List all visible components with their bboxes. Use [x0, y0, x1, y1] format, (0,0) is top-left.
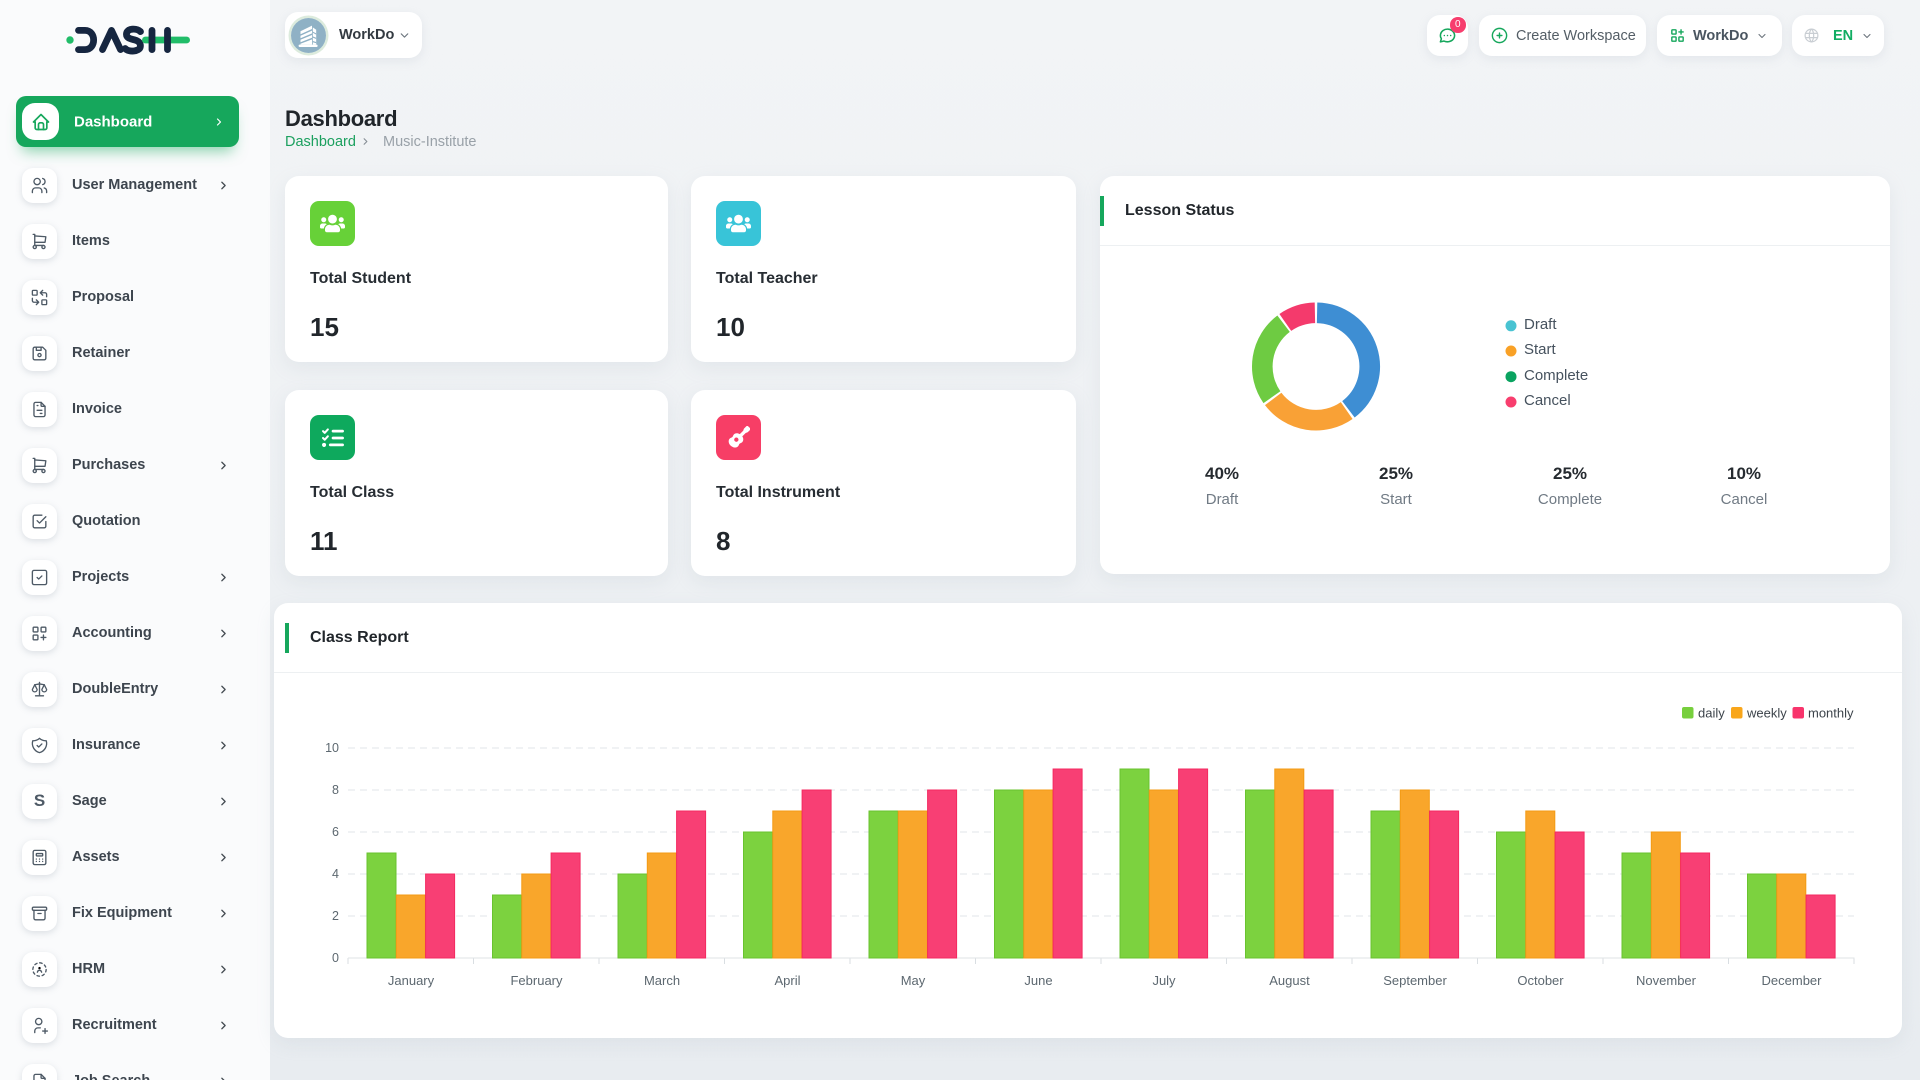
svg-text:October: October: [1517, 973, 1564, 988]
svg-text:2: 2: [332, 909, 339, 923]
svg-text:6: 6: [332, 825, 339, 839]
svg-text:July: July: [1152, 973, 1176, 988]
svg-text:September: September: [1383, 973, 1447, 988]
svg-text:May: May: [901, 973, 926, 988]
svg-text:December: December: [1762, 973, 1823, 988]
svg-text:June: June: [1024, 973, 1052, 988]
svg-text:8: 8: [332, 783, 339, 797]
svg-text:January: January: [388, 973, 435, 988]
svg-text:April: April: [774, 973, 800, 988]
svg-text:monthly: monthly: [1808, 706, 1854, 721]
svg-text:daily: daily: [1698, 706, 1725, 721]
svg-text:10: 10: [325, 741, 339, 755]
svg-text:4: 4: [332, 867, 339, 881]
svg-text:February: February: [510, 973, 563, 988]
svg-text:November: November: [1636, 973, 1697, 988]
svg-text:August: August: [1269, 973, 1310, 988]
svg-text:weekly: weekly: [1746, 706, 1787, 721]
svg-text:March: March: [644, 973, 680, 988]
svg-text:0: 0: [332, 951, 339, 965]
